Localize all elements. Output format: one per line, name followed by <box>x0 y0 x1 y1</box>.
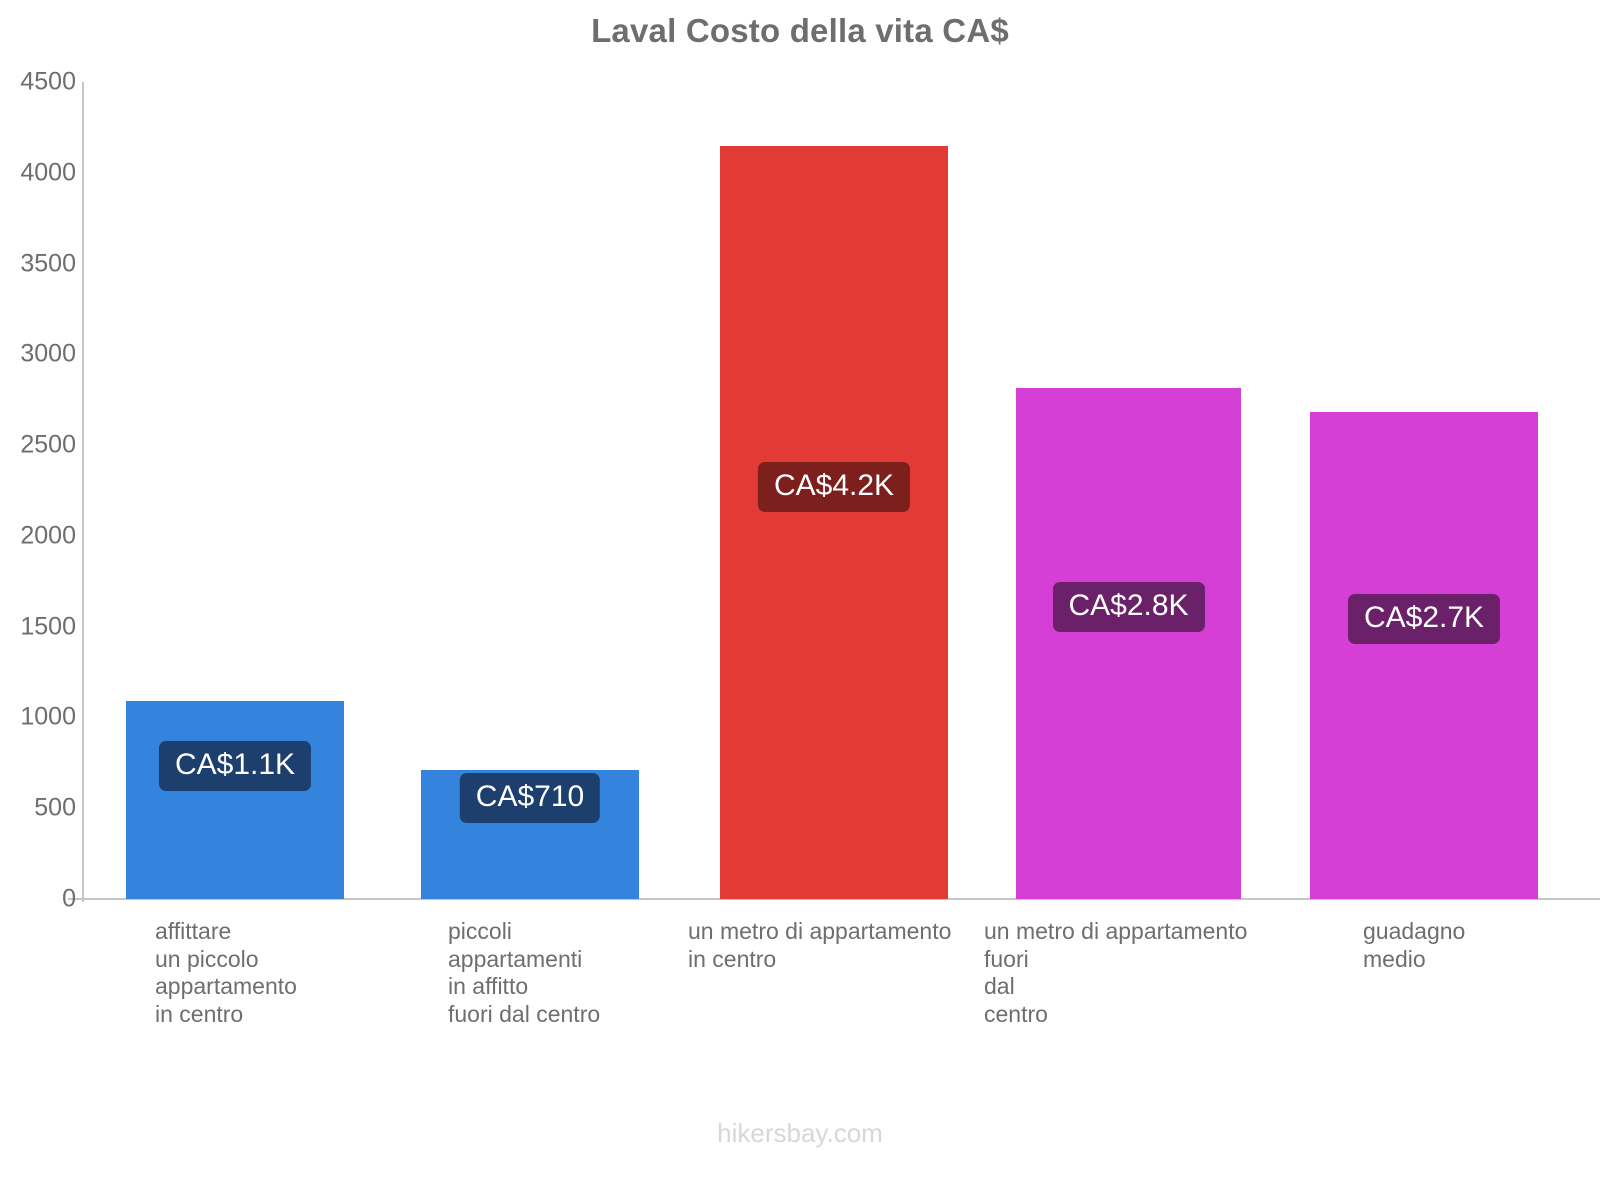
bar-value-label: CA$2.7K <box>1347 593 1501 644</box>
bar-value-label: CA$1.1K <box>158 740 312 791</box>
bar-4[interactable]: CA$2.8K <box>1016 387 1241 899</box>
bar-1[interactable]: CA$1.1K <box>126 701 344 899</box>
y-axis-line <box>82 82 84 902</box>
y-tick-label: 1000 <box>20 702 76 731</box>
y-tick-label: 500 <box>34 793 76 822</box>
x-axis-label-1: affittare un piccolo appartamento in cen… <box>155 918 297 1027</box>
y-tick-label: 2000 <box>20 521 76 550</box>
x-axis-label-5: guadagno medio <box>1363 918 1466 972</box>
bar-3[interactable]: CA$4.2K <box>720 145 948 899</box>
bar-value-label: CA$2.8K <box>1052 581 1205 632</box>
bar-2[interactable]: CA$710 <box>421 770 639 899</box>
bar-5[interactable]: CA$2.7K <box>1310 411 1538 899</box>
x-axis-label-2: piccoli appartamenti in affitto fuori da… <box>448 918 601 1027</box>
y-tick-label: 3500 <box>20 249 76 278</box>
y-tick-label: 4000 <box>20 158 76 187</box>
y-tick-label: 0 <box>62 884 76 913</box>
y-tick-label: 4500 <box>20 67 76 96</box>
footer-watermark: hikersbay.com <box>717 1118 883 1148</box>
y-tick-label: 1500 <box>20 612 76 641</box>
y-tick-label: 2500 <box>20 430 76 459</box>
bar-value-label: CA$710 <box>459 772 601 823</box>
bar-value-label: CA$4.2K <box>757 461 911 512</box>
x-axis-label-3: un metro di appartamento in centro <box>688 918 952 972</box>
y-tick-label: 3000 <box>20 339 76 368</box>
x-axis-line <box>68 898 1600 900</box>
x-axis-label-4: un metro di appartamento fuori dal centr… <box>984 918 1248 1027</box>
chart-title: Laval Costo della vita CA$ <box>591 12 1009 49</box>
y-tick-mark <box>76 898 84 900</box>
